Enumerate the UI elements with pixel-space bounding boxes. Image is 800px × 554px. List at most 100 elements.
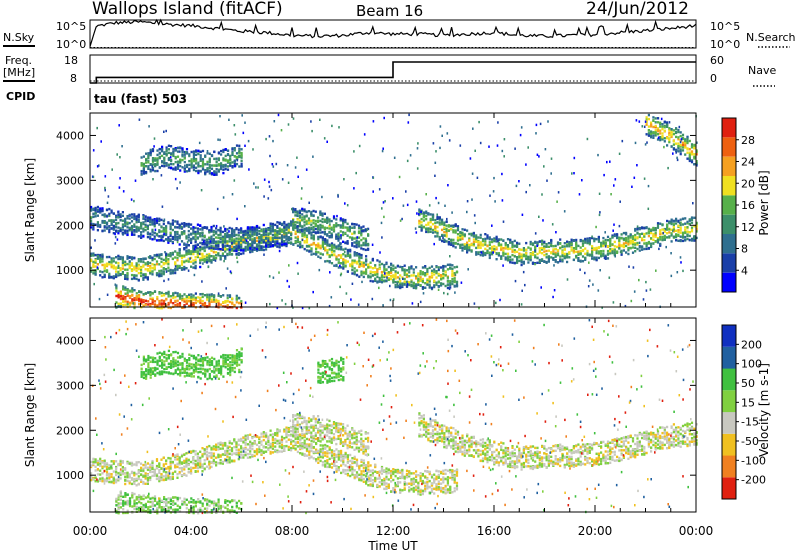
power-cell <box>403 264 406 267</box>
power-cell <box>618 239 621 242</box>
power-cell <box>180 254 184 257</box>
power-cell <box>176 187 178 190</box>
power-cell <box>630 299 633 303</box>
power-cell <box>244 249 247 252</box>
power-cell <box>434 231 437 234</box>
power-cell <box>426 280 429 284</box>
power-cell <box>226 304 229 307</box>
power-cell <box>110 227 113 230</box>
power-cell <box>387 265 390 269</box>
power-cell <box>659 121 662 124</box>
power-cell <box>405 285 409 288</box>
power-cell <box>337 235 340 238</box>
power-cell <box>618 245 621 248</box>
power-cell <box>205 258 209 262</box>
power-cell <box>326 221 329 224</box>
power-cell <box>446 268 449 271</box>
power-cell <box>516 243 519 246</box>
power-cell <box>342 262 345 265</box>
power-cell <box>187 236 190 239</box>
power-cell <box>351 272 354 275</box>
power-cell <box>502 251 505 255</box>
power-cell <box>115 215 118 219</box>
power-cell <box>647 246 650 250</box>
power-cell <box>424 282 427 285</box>
power-cell <box>112 276 115 280</box>
power-cell <box>394 273 397 276</box>
power-cell <box>203 236 206 239</box>
power-cell <box>310 120 312 123</box>
power-cell <box>142 260 145 264</box>
power-cell <box>208 299 210 303</box>
power-cell <box>364 228 367 231</box>
power-cell <box>146 227 149 231</box>
power-cell <box>165 129 167 133</box>
power-cell <box>169 252 172 255</box>
power-cell <box>153 257 156 261</box>
power-cell <box>267 232 270 235</box>
power-cell <box>663 129 666 132</box>
power-cell <box>536 256 539 260</box>
power-cell <box>661 138 664 141</box>
power-cell <box>443 227 446 231</box>
power-cell <box>169 234 172 238</box>
power-cell <box>631 238 635 241</box>
power-cell <box>312 225 315 229</box>
power-cell <box>226 234 229 237</box>
power-cell <box>654 134 657 137</box>
power-cell <box>668 121 671 124</box>
power-cell <box>235 157 239 160</box>
power-cell <box>128 213 131 217</box>
power-cell <box>435 283 438 286</box>
power-cell <box>126 215 129 218</box>
power-cell <box>110 219 113 222</box>
power-cell <box>237 231 240 234</box>
power-cell <box>618 224 621 228</box>
power-cell <box>148 125 150 128</box>
power-cell <box>686 233 689 236</box>
power-cell <box>383 274 386 277</box>
power-cell <box>149 153 152 157</box>
power-cell <box>503 138 506 141</box>
power-cell <box>670 220 673 223</box>
power-cell <box>160 257 163 260</box>
power-cell <box>260 229 263 233</box>
power-cell <box>124 263 127 267</box>
power-cell <box>230 247 234 251</box>
power-cell <box>192 232 195 235</box>
power-cell <box>185 253 188 256</box>
power-cell <box>358 275 361 278</box>
power-cell <box>475 253 478 256</box>
power-cell <box>643 227 646 230</box>
power-cell <box>527 246 530 249</box>
power-cell <box>274 243 277 246</box>
power-cell <box>290 232 293 236</box>
power-cell <box>199 232 202 235</box>
power-cell <box>604 257 607 260</box>
power-cell <box>92 215 95 218</box>
power-cell <box>210 172 214 175</box>
power-cell <box>169 226 172 229</box>
power-cell <box>122 297 125 300</box>
power-cell <box>273 120 276 123</box>
power-cell <box>124 224 127 228</box>
power-cell <box>470 243 473 246</box>
power-cell <box>163 292 166 296</box>
power-cell <box>403 271 406 274</box>
power-cell <box>235 298 238 301</box>
power-cell <box>196 227 199 230</box>
power-cell <box>126 289 129 292</box>
power-cell <box>203 294 207 297</box>
power-cell <box>224 241 227 244</box>
power-cell <box>497 238 500 242</box>
power-cell <box>663 236 666 239</box>
power-cell <box>179 164 182 168</box>
power-cell <box>361 280 363 284</box>
power-cell <box>469 157 472 160</box>
power-cell <box>118 186 121 189</box>
power-cell <box>90 270 93 273</box>
power-cell <box>201 256 204 259</box>
power-cell <box>547 245 550 248</box>
power-cell <box>690 150 694 153</box>
power-cell <box>181 294 184 298</box>
